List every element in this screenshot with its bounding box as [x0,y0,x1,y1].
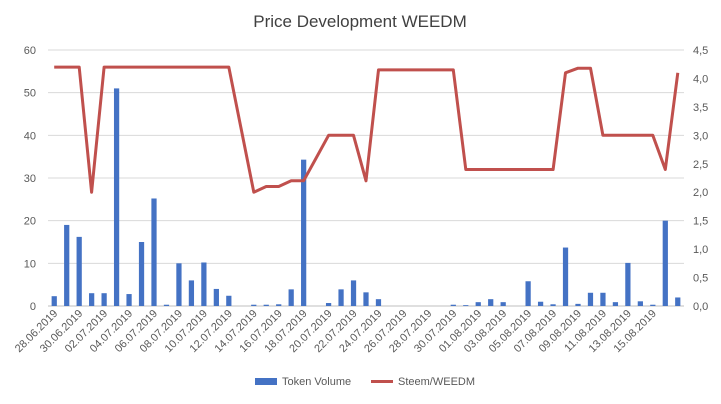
bar-token-volume [450,304,456,306]
bar-token-volume [188,280,195,306]
bar-token-volume [650,304,656,306]
bar-token-volume [213,288,219,306]
bar-token-volume [151,198,157,306]
left-axis-tick-label: 50 [24,88,36,100]
line-series-steem-weedm [54,65,680,194]
bar-token-volume [675,297,681,306]
bar-token-volume [113,88,120,307]
bar-token-volume [375,299,382,306]
bar-token-volume [625,262,631,306]
chart-title: Price Development WEEDM [253,12,467,31]
left-axis-tick-label: 20 [24,216,36,228]
bar-token-volume [276,304,282,306]
bar-token-volume [575,303,581,306]
bar-token-volume [263,304,269,306]
bar-token-volume [51,296,57,306]
left-axis-tick-label: 30 [24,173,36,185]
bar-token-volume [338,289,344,306]
bar-token-volume [226,295,232,306]
bar-token-volume [587,292,594,306]
bar-token-volume [325,303,332,306]
line-steem-weedm [54,65,680,194]
left-axis-tick-label: 40 [24,130,36,142]
right-axis-tick-label: 3,5 [693,102,708,114]
bar-token-volume [550,304,556,306]
bar-token-volume [475,302,481,306]
bar-token-volume [637,301,643,306]
bar-token-volume [537,301,544,306]
bar-token-volume [76,236,82,306]
left-axis-tick-label: 60 [24,45,36,57]
bar-token-volume [463,305,469,306]
bar-token-volume [350,280,357,306]
right-axis-ticks: 0,0 0,5 1,0 1,5 2,0 2,5 3,0 3,5 4,0 4,5 [693,45,708,313]
bar-token-volume [176,263,182,306]
bar-token-volume [126,294,132,306]
x-axis-ticks: 28.06.201930.06.201902.07.201904.07.2019… [13,308,659,355]
bar-token-volume [301,159,307,306]
bar-token-volume [163,304,170,306]
bar-token-volume [64,224,70,306]
right-axis-tick-label: 0,5 [693,273,708,285]
bar-token-volume [525,281,531,306]
left-axis-tick-label: 10 [24,258,36,270]
bar-token-volume [612,302,619,306]
right-axis-tick-label: 2,5 [693,159,708,171]
legend-label-token-volume: Token Volume [282,376,351,388]
right-axis-tick-label: 1,5 [693,216,708,228]
bar-token-volume [101,293,107,306]
legend-label-steem-weedm: Steem/WEEDM [398,376,475,388]
left-axis-tick-label: 0 [30,301,36,313]
bar-token-volume [363,292,369,306]
left-axis-ticks: 0 10 20 30 40 50 60 [24,45,36,313]
right-axis-tick-label: 2,0 [693,187,708,199]
right-axis-tick-label: 1,0 [693,244,708,256]
bar-series-token-volume [51,88,681,307]
bar-token-volume [288,289,294,306]
bar-token-volume [662,220,668,306]
right-axis-tick-label: 3,0 [693,130,708,142]
bar-token-volume [138,242,145,306]
legend-swatch-token-volume [255,378,277,385]
bar-token-volume [600,292,606,306]
bar-token-volume [500,302,506,306]
bar-token-volume [251,304,257,306]
right-axis-tick-label: 0,0 [693,301,708,313]
right-axis-tick-label: 4,5 [693,45,708,57]
right-axis-tick-label: 4,0 [693,73,708,85]
bar-token-volume [488,299,494,306]
bar-token-volume [201,262,207,306]
bar-token-volume [89,293,95,306]
bar-token-volume [562,247,569,306]
legend: Token Volume Steem/WEEDM [255,376,475,388]
